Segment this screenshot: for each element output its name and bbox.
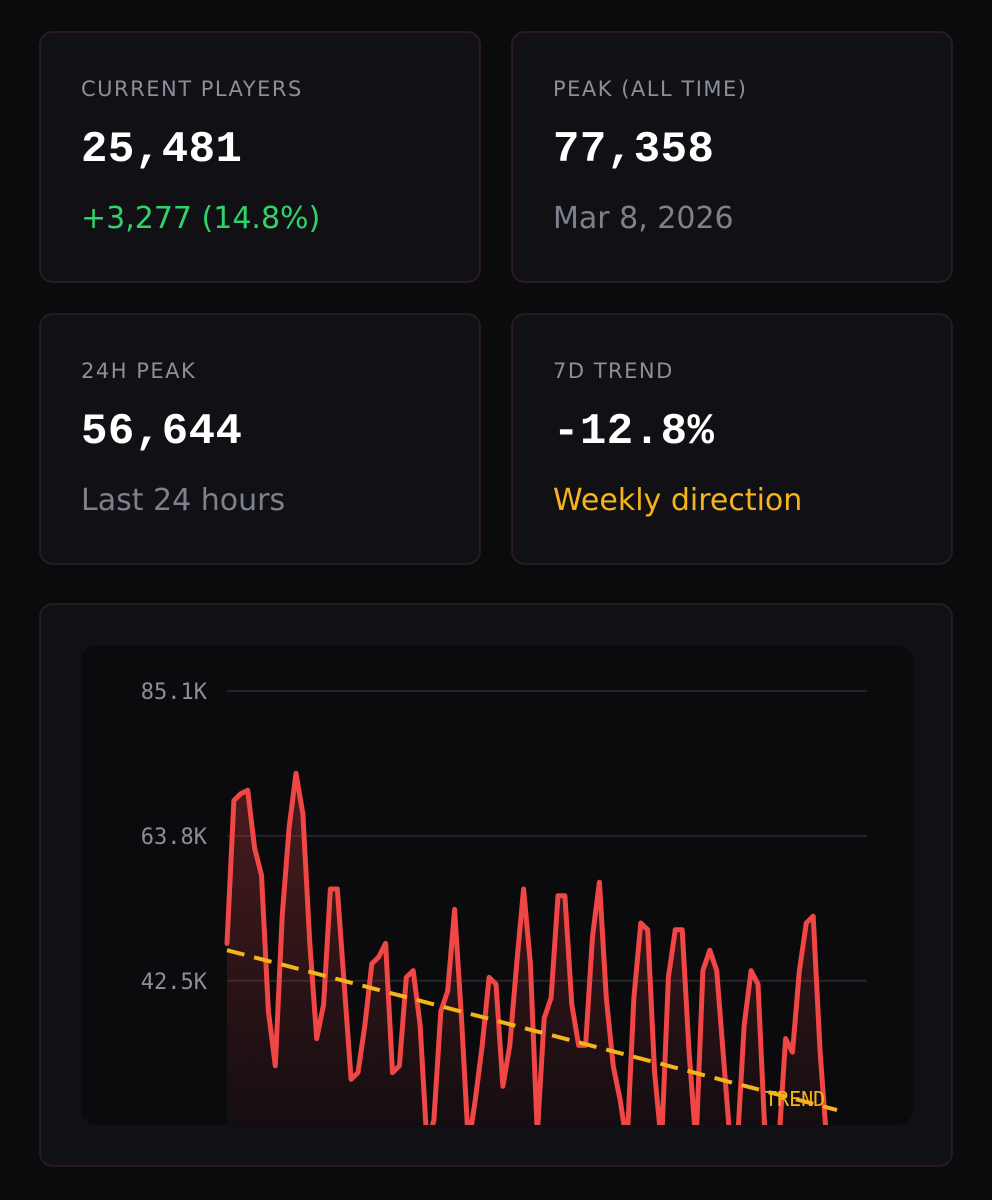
stat-label: 24H PEAK (81, 359, 197, 383)
stat-caption: Last 24 hours (81, 483, 286, 518)
stat-card-current-players: CURRENT PLAYERS 25,481 +3,277 (14.8%) (39, 31, 481, 283)
stat-label: PEAK (ALL TIME) (553, 77, 748, 101)
stat-value: 56,644 (81, 407, 243, 457)
series-line-players (224, 770, 829, 1125)
stat-card-peak-all-time: PEAK (ALL TIME) 77,358 Mar 8, 2026 (511, 31, 953, 283)
stat-caption: Weekly direction (553, 483, 803, 518)
stat-change: +3,277 (14.8%) (81, 201, 321, 236)
stat-card-24h-peak: 24H PEAK 56,644 Last 24 hours (39, 313, 481, 565)
stat-label: 7D TREND (553, 359, 674, 383)
stat-value: -12.8% (553, 407, 715, 457)
player-count-chart: 85.1K 63.8K 42.5K TREND (141, 680, 867, 1125)
stat-date: Mar 8, 2026 (553, 201, 734, 236)
stat-value: 25,481 (81, 125, 243, 175)
y-tick-label: 63.8K (141, 825, 208, 850)
trend-label: TREND (765, 1087, 825, 1111)
player-chart-card: 85.1K 63.8K 42.5K TREND (39, 603, 953, 1167)
y-tick-label: 42.5K (141, 970, 208, 995)
stat-card-7d-trend: 7D TREND -12.8% Weekly direction (511, 313, 953, 565)
chart-panel: 85.1K 63.8K 42.5K TREND (81, 645, 913, 1125)
stat-value: 77,358 (553, 125, 715, 175)
stat-label: CURRENT PLAYERS (81, 77, 303, 101)
trend-line (226, 948, 838, 1112)
y-tick-label: 85.1K (141, 680, 208, 705)
